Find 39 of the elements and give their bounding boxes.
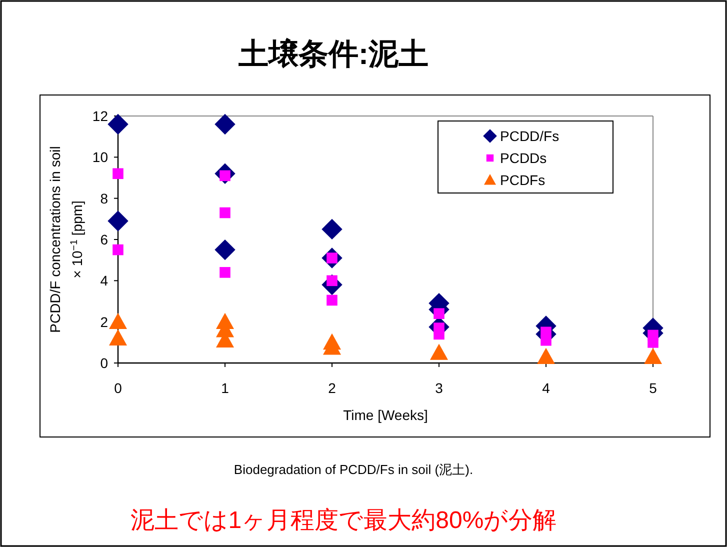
point (322, 218, 342, 240)
point (214, 239, 236, 260)
x-tick-label: 4 (542, 380, 550, 396)
point (648, 337, 658, 348)
y-tick-label: 8 (100, 190, 108, 206)
x-tick-label: 2 (328, 380, 336, 396)
point (112, 168, 124, 180)
point (214, 114, 236, 135)
legend-label: PCDD/Fs (500, 128, 560, 144)
y-tick-label: 4 (100, 272, 108, 289)
point (434, 328, 444, 340)
text: 泥土では1ヶ月程度で最大約80%が分解 (130, 507, 557, 534)
legend-label: PCDDs (500, 150, 547, 166)
point (430, 344, 448, 360)
point (112, 244, 124, 256)
point (540, 334, 552, 346)
point (434, 308, 444, 319)
y-tick-label: 2 (100, 314, 108, 330)
x-axis-title: Time [Weeks] (343, 407, 428, 423)
x-tick-label: 3 (435, 380, 444, 396)
point (108, 210, 128, 232)
y-tick-label: 0 (100, 355, 108, 371)
point (537, 348, 555, 364)
y-tick-label: 12 (92, 108, 108, 124)
x-tick-label: 0 (114, 380, 122, 396)
text: Biodegradation of PCDD/Fs in soil (泥土). (234, 462, 474, 477)
point (109, 312, 127, 330)
x-tick-label: 5 (649, 380, 658, 396)
point (644, 348, 662, 364)
point (220, 267, 230, 278)
y-tick-label: 6 (100, 232, 108, 248)
x-tick-label: 1 (221, 380, 230, 396)
legend-label: PCDFs (500, 172, 546, 188)
point (109, 329, 127, 346)
point (220, 207, 230, 218)
point (108, 114, 128, 135)
y-tick-label: 10 (92, 149, 108, 166)
point (326, 294, 338, 306)
chart-title: 土壌条件:泥土 (238, 37, 428, 71)
